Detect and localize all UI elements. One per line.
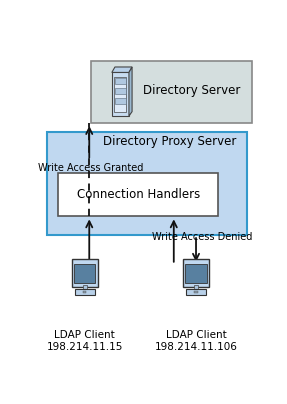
FancyBboxPatch shape: [112, 72, 129, 116]
FancyBboxPatch shape: [58, 173, 218, 217]
FancyBboxPatch shape: [83, 285, 87, 289]
FancyBboxPatch shape: [115, 77, 126, 112]
FancyBboxPatch shape: [75, 289, 95, 295]
Text: Directory Server: Directory Server: [143, 84, 240, 97]
FancyBboxPatch shape: [186, 289, 206, 295]
Text: Write Access Granted: Write Access Granted: [38, 163, 144, 173]
Text: LDAP Client
198.214.11.15: LDAP Client 198.214.11.15: [46, 330, 123, 352]
FancyBboxPatch shape: [115, 78, 125, 84]
Polygon shape: [129, 67, 132, 116]
Text: Write Access Denied: Write Access Denied: [152, 231, 252, 242]
Text: Connection Handlers: Connection Handlers: [77, 188, 200, 201]
FancyBboxPatch shape: [71, 259, 98, 287]
FancyBboxPatch shape: [47, 133, 247, 235]
FancyBboxPatch shape: [83, 291, 86, 293]
Text: LDAP Client
198.214.11.106: LDAP Client 198.214.11.106: [155, 330, 237, 352]
Text: Directory Proxy Server: Directory Proxy Server: [103, 135, 236, 148]
FancyBboxPatch shape: [183, 259, 209, 287]
FancyBboxPatch shape: [74, 264, 95, 283]
FancyBboxPatch shape: [185, 264, 207, 283]
FancyBboxPatch shape: [92, 61, 252, 123]
FancyBboxPatch shape: [195, 291, 197, 293]
FancyBboxPatch shape: [194, 285, 198, 289]
FancyBboxPatch shape: [115, 88, 125, 94]
FancyBboxPatch shape: [115, 98, 125, 104]
Polygon shape: [112, 67, 132, 72]
